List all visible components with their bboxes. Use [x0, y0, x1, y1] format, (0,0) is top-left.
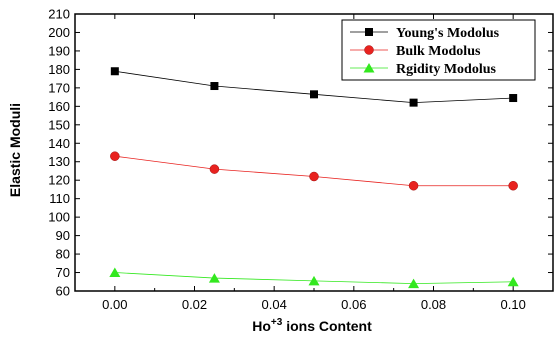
data-point [408, 180, 419, 191]
data-point [409, 98, 418, 107]
series-layer [109, 67, 519, 289]
y-tick-label: 150 [48, 117, 70, 132]
data-point [110, 67, 119, 76]
axes-layer: 60 70 80 90 100 110 120 130 140 150 160 170 180 190 20… [48, 7, 554, 312]
y-tick-label: 160 [48, 99, 70, 114]
legend-label: Rgidity Modolus [396, 62, 497, 77]
series-triangle [109, 267, 519, 289]
legend-swatch-marker [365, 28, 373, 36]
legend-label: Bulk Modolus [396, 44, 481, 59]
legend-label: Young's Modolus [396, 26, 500, 41]
y-tick-label: 100 [48, 210, 70, 225]
data-point [507, 276, 519, 287]
x-tick-label: 0.00 [102, 297, 127, 312]
data-point [110, 151, 120, 161]
x-tick-label: 0.06 [341, 297, 366, 312]
data-point [509, 94, 518, 103]
y-tick-label: 200 [48, 25, 70, 40]
data-point [210, 82, 219, 91]
data-point [208, 273, 220, 283]
x-axis-title: Ho+3 ions Content [252, 317, 372, 334]
y-tick-label: 90 [56, 228, 70, 243]
x-tick-label: 0.02 [182, 297, 207, 312]
y-tick-label: 120 [48, 173, 70, 188]
data-point [209, 164, 220, 174]
y-tick-label: 80 [56, 247, 70, 262]
x-tick-label: 0.08 [421, 297, 446, 312]
y-tick-label: 130 [48, 154, 70, 169]
y-tick-label: 170 [48, 80, 70, 95]
legend-swatch-marker [364, 45, 374, 55]
series-square [110, 67, 518, 107]
y-tick-label: 180 [48, 62, 70, 77]
series-line [114, 155, 514, 187]
y-axis-title: Elastic Moduli [7, 103, 23, 197]
y-tick-label: 60 [56, 284, 70, 299]
data-point [310, 90, 318, 99]
x-axis-title-suffix: ions Content [282, 318, 372, 334]
legend: Young's Modolus Bulk Modolus Rgidity Modol… [341, 19, 536, 81]
y-tick-label: 110 [49, 191, 70, 206]
y-tick-label: 70 [56, 265, 70, 280]
x-tick-label: 0.04 [262, 297, 287, 312]
data-point [109, 267, 121, 278]
x-tick-label: 0.10 [501, 297, 526, 312]
x-axis-title-main: Ho [252, 318, 271, 334]
y-tick-label: 140 [48, 136, 70, 151]
data-point [508, 180, 518, 191]
data-point [308, 275, 320, 286]
data-point [408, 278, 420, 289]
data-point [309, 171, 319, 182]
series-circle [110, 151, 518, 191]
x-axis-title-superscript: +3 [271, 317, 283, 328]
y-tick-label: 190 [48, 43, 70, 58]
legend-swatch-marker [363, 63, 375, 73]
y-tick-label: 210 [48, 7, 70, 22]
